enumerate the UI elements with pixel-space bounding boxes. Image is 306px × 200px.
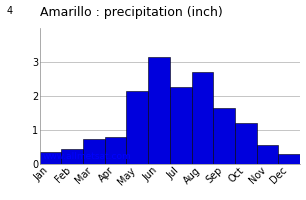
Bar [105,137,126,164]
Bar [256,145,278,164]
Bar [83,138,105,164]
Bar [40,152,62,164]
Bar [126,91,148,164]
Bar [170,87,192,164]
Text: www.allmetsat.com: www.allmetsat.com [42,152,131,161]
Bar [235,123,256,164]
Bar [62,149,83,164]
Bar [148,57,170,164]
Bar [278,154,300,164]
Text: 4: 4 [6,6,12,16]
Text: Amarillo : precipitation (inch): Amarillo : precipitation (inch) [40,6,222,19]
Bar [192,72,213,164]
Bar [213,108,235,164]
